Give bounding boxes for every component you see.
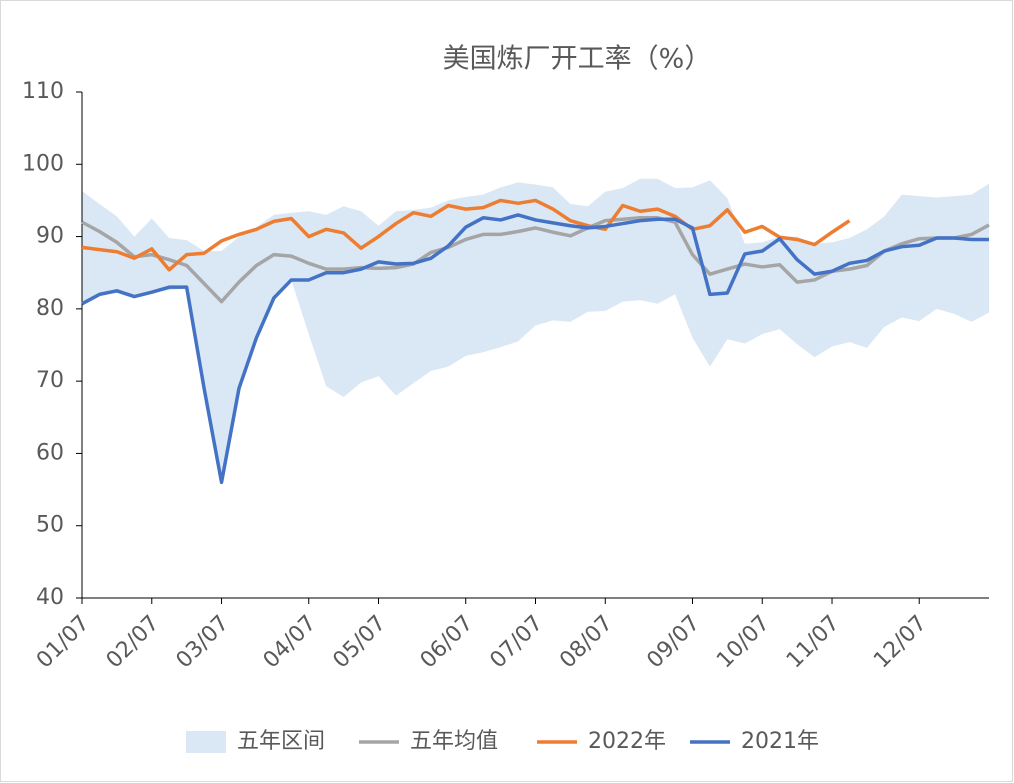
series-line: [81, 198, 851, 272]
y-tick-label: 70: [36, 368, 64, 393]
legend-label: 五年区间: [237, 729, 325, 754]
series-line: [81, 213, 989, 485]
y-tick-label: 50: [36, 513, 64, 538]
chart-title: 美国炼厂开工率（%）: [443, 44, 712, 75]
series-line: [81, 216, 990, 304]
legend-label: 五年均值: [410, 729, 498, 754]
legend-label: 2022年: [588, 729, 666, 754]
y-tick-label: 40: [36, 585, 64, 610]
legend-label: 2021年: [741, 729, 819, 754]
range-band: [82, 178, 989, 483]
y-tick-label: 100: [22, 151, 64, 176]
legend-swatch: [186, 731, 226, 753]
y-tick-label: 90: [36, 224, 64, 249]
y-tick-label: 80: [36, 296, 64, 321]
y-tick-label: 110: [22, 79, 64, 104]
y-tick-label: 60: [36, 440, 64, 465]
